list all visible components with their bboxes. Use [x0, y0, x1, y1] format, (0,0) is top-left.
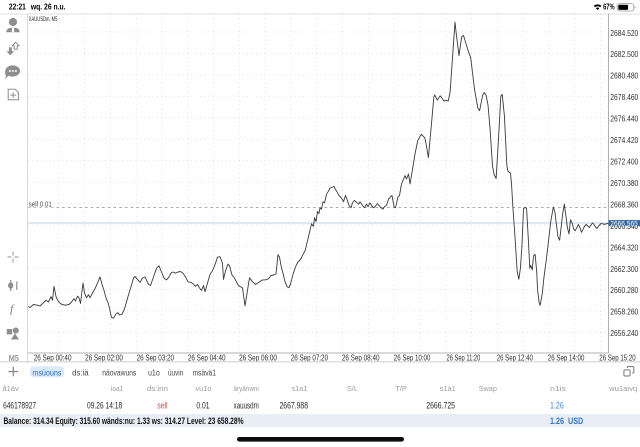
svg-text:2658.260: 2658.260: [610, 308, 638, 317]
svg-text:67%: 67%: [603, 2, 615, 12]
svg-text:T/P: T/P: [395, 384, 407, 393]
svg-text:u1o: u1o: [148, 368, 160, 377]
svg-text:2664.320: 2664.320: [610, 243, 638, 252]
svg-text:26 Sep 14:00: 26 Sep 14:00: [548, 354, 585, 363]
svg-text:s1a1: s1a1: [440, 384, 456, 393]
svg-text:2670.380: 2670.380: [610, 179, 638, 188]
svg-text:f: f: [10, 302, 15, 316]
svg-text:2678.460: 2678.460: [610, 93, 638, 102]
svg-text:2662.300: 2662.300: [610, 265, 638, 274]
svg-text:å1äv: å1äv: [3, 384, 20, 393]
svg-text:wu1aivq: wu1aivq: [608, 384, 637, 393]
svg-text:2668.360: 2668.360: [610, 200, 638, 209]
svg-text:26 Sep 15:20: 26 Sep 15:20: [599, 354, 636, 363]
svg-text:xauusdm: xauusdm: [234, 400, 259, 411]
svg-text:646178927: 646178927: [3, 400, 36, 411]
svg-text:26 Sep 03:20: 26 Sep 03:20: [137, 354, 175, 363]
svg-text:2656.240: 2656.240: [610, 329, 638, 338]
svg-text:26 Sep 10:00: 26 Sep 10:00: [394, 354, 431, 363]
svg-text:n1is: n1is: [550, 384, 566, 393]
svg-text:s1a1: s1a1: [292, 384, 308, 393]
svg-text:2660.280: 2660.280: [610, 286, 638, 295]
svg-text:msävä1: msävä1: [193, 368, 216, 377]
svg-text:wq. 26 n.u.: wq. 26 n.u.: [30, 1, 65, 11]
svg-text:2667.988: 2667.988: [280, 400, 309, 411]
svg-text:09.26 14:18: 09.26 14:18: [87, 400, 122, 411]
svg-text:üuvin: üuvin: [168, 368, 183, 377]
svg-text:2666.340: 2666.340: [610, 222, 638, 231]
svg-text:2672.400: 2672.400: [610, 158, 638, 167]
svg-text:1.26: 1.26: [550, 400, 564, 411]
svg-text:2684.520: 2684.520: [610, 29, 638, 38]
svg-text:2666.565: 2666.565: [610, 219, 638, 228]
svg-text:Swap: Swap: [479, 384, 497, 393]
svg-text:S/L: S/L: [347, 384, 358, 393]
svg-text:ioa1: ioa1: [111, 384, 124, 393]
svg-text:26 Sep 07:20: 26 Sep 07:20: [291, 354, 329, 363]
svg-text:näovawuns: näovawuns: [102, 368, 136, 377]
svg-text:26 Sep 11:20: 26 Sep 11:20: [447, 354, 481, 363]
svg-text:sell 0.01: sell 0.01: [29, 202, 52, 209]
svg-text:26 Sep 06:00: 26 Sep 06:00: [239, 354, 277, 363]
svg-text:2676.440: 2676.440: [610, 115, 638, 124]
svg-text:sell: sell: [157, 400, 167, 411]
svg-text:26 Sep 04:40: 26 Sep 04:40: [188, 354, 226, 363]
svg-text:2666.725: 2666.725: [426, 400, 455, 411]
svg-text:26 Sep 00:40: 26 Sep 00:40: [34, 354, 72, 363]
svg-text:22:21: 22:21: [9, 1, 26, 11]
svg-text:äryänwni: äryänwni: [234, 384, 260, 393]
svg-text:2680.480: 2680.480: [610, 72, 638, 81]
svg-text:M5: M5: [9, 354, 20, 363]
svg-text:26 Sep 02:00: 26 Sep 02:00: [85, 354, 123, 363]
svg-text:vu1o: vu1o: [196, 384, 212, 393]
svg-text:26 Sep 08:40: 26 Sep 08:40: [342, 354, 380, 363]
svg-text:0.01: 0.01: [196, 400, 209, 411]
svg-text:ds:inn: ds:inn: [147, 384, 168, 393]
svg-text:1.26 USD: 1.26 USD: [550, 416, 584, 426]
svg-text:XAUUSDm, M5: XAUUSDm, M5: [29, 16, 58, 23]
svg-text:ds:iä: ds:iä: [72, 368, 89, 377]
svg-text:Balance: 314.34 Equity: 315.60: Balance: 314.34 Equity: 315.60 wänds:nu:…: [4, 416, 244, 426]
svg-text:2682.500: 2682.500: [610, 50, 638, 59]
svg-text:2674.420: 2674.420: [610, 136, 638, 145]
svg-text:26 Sep 12:40: 26 Sep 12:40: [497, 354, 534, 363]
svg-text:msüouns: msüouns: [32, 368, 61, 377]
